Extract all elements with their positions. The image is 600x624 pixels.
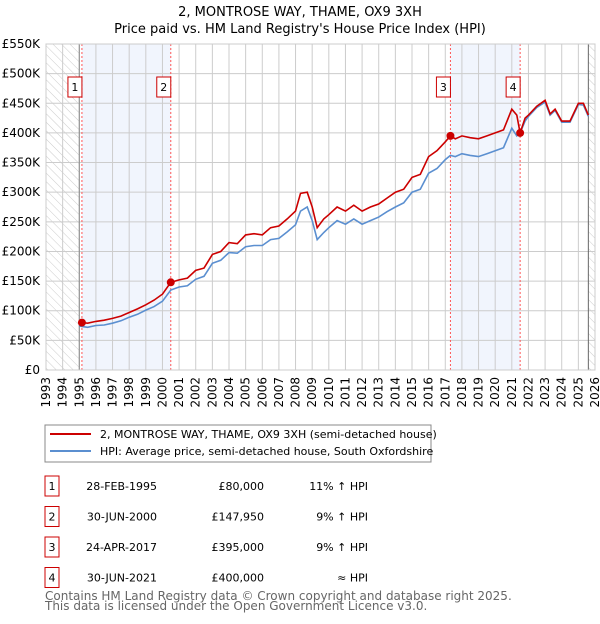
- y-tick-label: £50K: [9, 333, 41, 347]
- legend-label-property: 2, MONTROSE WAY, THAME, OX9 3XH (semi-de…: [100, 428, 437, 441]
- footer-copyright: Contains HM Land Registry data © Crown c…: [45, 589, 512, 603]
- x-tick-label: 1997: [106, 377, 120, 408]
- sale-point: [446, 131, 455, 140]
- x-tick-label: 1994: [56, 377, 70, 408]
- x-tick-label: 2024: [555, 377, 569, 408]
- sale-price: £400,000: [212, 572, 265, 585]
- x-tick-label: 2003: [205, 377, 219, 408]
- sale-number: 4: [49, 572, 56, 585]
- sale-date: 30-JUN-2021: [87, 572, 157, 585]
- x-tick-label: 2019: [472, 377, 486, 408]
- chart-subtitle: Price paid vs. HM Land Registry's House …: [114, 22, 486, 37]
- sale-hpi-comparison: 11% ↑ HPI: [309, 480, 368, 493]
- x-tick-label: 2016: [422, 377, 436, 408]
- sale-label-box: [67, 76, 83, 98]
- sale-date: 24-APR-2017: [86, 541, 157, 554]
- x-tick-label: 2014: [388, 377, 402, 408]
- y-tick-label: £450K: [2, 96, 42, 110]
- x-tick-label: 2010: [322, 377, 336, 408]
- no-data-hatch-right: [588, 44, 595, 370]
- x-tick-label: 2005: [239, 377, 253, 408]
- sale-label-number: 1: [71, 81, 78, 94]
- x-tick-label: 2001: [172, 377, 186, 408]
- x-tick-label: 2023: [538, 377, 552, 408]
- x-tick-label: 2007: [272, 377, 286, 408]
- x-tick-label: 2000: [155, 377, 169, 408]
- sale-price: £147,950: [212, 511, 265, 524]
- y-tick-label: £550K: [2, 37, 42, 51]
- y-tick-label: £150K: [2, 274, 42, 288]
- sale-label-number: 3: [440, 81, 447, 94]
- y-tick-label: £100K: [2, 304, 42, 318]
- x-tick-label: 2026: [588, 377, 600, 408]
- y-tick-label: £300K: [2, 185, 42, 199]
- shaded-period-1: [81, 44, 171, 370]
- plot-border: [45, 43, 596, 371]
- sale-label-box: [505, 76, 521, 98]
- x-tick-label: 2008: [289, 377, 303, 408]
- x-tick-label: 1998: [122, 377, 136, 408]
- sale-number-box: [44, 567, 60, 588]
- chart-title: 2, MONTROSE WAY, THAME, OX9 3XH: [178, 5, 422, 20]
- sale-number: 3: [49, 541, 56, 554]
- legend: 2, MONTROSE WAY, THAME, OX9 3XH (semi-de…: [44, 424, 437, 463]
- footer-licence: This data is licensed under the Open Gov…: [44, 599, 427, 613]
- x-tick-label: 1996: [89, 377, 103, 408]
- sale-number-box: [44, 506, 60, 527]
- x-tick-label: 2013: [372, 377, 386, 408]
- x-tick-label: 2006: [255, 377, 269, 408]
- sale-date: 30-JUN-2000: [87, 511, 157, 524]
- y-tick-label: £500K: [2, 67, 42, 81]
- x-tick-label: 2004: [222, 377, 236, 408]
- sale-point: [77, 318, 86, 327]
- y-tick-label: £250K: [2, 215, 42, 229]
- x-tick-label: 2017: [438, 377, 452, 408]
- y-tick-label: £0: [25, 363, 40, 377]
- x-tick-label: 2015: [405, 377, 419, 408]
- x-tick-label: 1993: [39, 377, 53, 408]
- sale-number-box: [44, 475, 60, 497]
- sales-table: 1 28-FEB-1995 £80,000 11% ↑ HPI 2 30-JUN-2000…: [44, 475, 368, 588]
- x-tick-label: 2025: [571, 377, 585, 408]
- x-tick-label: 2020: [488, 377, 502, 408]
- legend-label-hpi: HPI: Average price, semi-detached house,…: [100, 445, 433, 458]
- x-tick-label: 2021: [505, 377, 519, 408]
- x-tick-label: 2018: [455, 377, 469, 408]
- sale-point: [516, 128, 525, 137]
- sale-label-number: 4: [510, 81, 517, 94]
- sale-hpi-comparison: 9% ↑ HPI: [316, 541, 368, 554]
- x-tick-label: 1995: [72, 377, 86, 408]
- x-tick-label: 1999: [139, 377, 153, 408]
- x-tick-label: 2009: [305, 377, 319, 408]
- sale-label-number: 2: [160, 81, 167, 94]
- x-tick-label: 2011: [338, 377, 352, 408]
- sale-price: £80,000: [219, 480, 265, 493]
- y-tick-label: £400K: [2, 126, 42, 140]
- y-tick-label: £200K: [2, 244, 42, 258]
- x-tick-label: 2012: [355, 377, 369, 408]
- sale-number: 2: [49, 511, 56, 524]
- sale-point: [166, 278, 175, 287]
- sale-number-box: [44, 536, 60, 558]
- sale-price: £395,000: [212, 541, 265, 554]
- sale-label-box: [156, 76, 172, 98]
- x-tick-label: 2002: [189, 377, 203, 408]
- sale-hpi-comparison: 9% ↑ HPI: [316, 511, 368, 524]
- sale-hpi-comparison: ≈ HPI: [337, 572, 368, 585]
- sale-number: 1: [49, 480, 56, 493]
- sale-date: 28-FEB-1995: [86, 480, 157, 493]
- plot-area: 1993 1994 1995 1996 1997 1998 1999 2000 2001 2002…: [2, 37, 600, 408]
- sale-label-box: [435, 76, 451, 98]
- y-tick-label: £350K: [2, 156, 42, 170]
- x-tick-label: 2022: [521, 377, 535, 408]
